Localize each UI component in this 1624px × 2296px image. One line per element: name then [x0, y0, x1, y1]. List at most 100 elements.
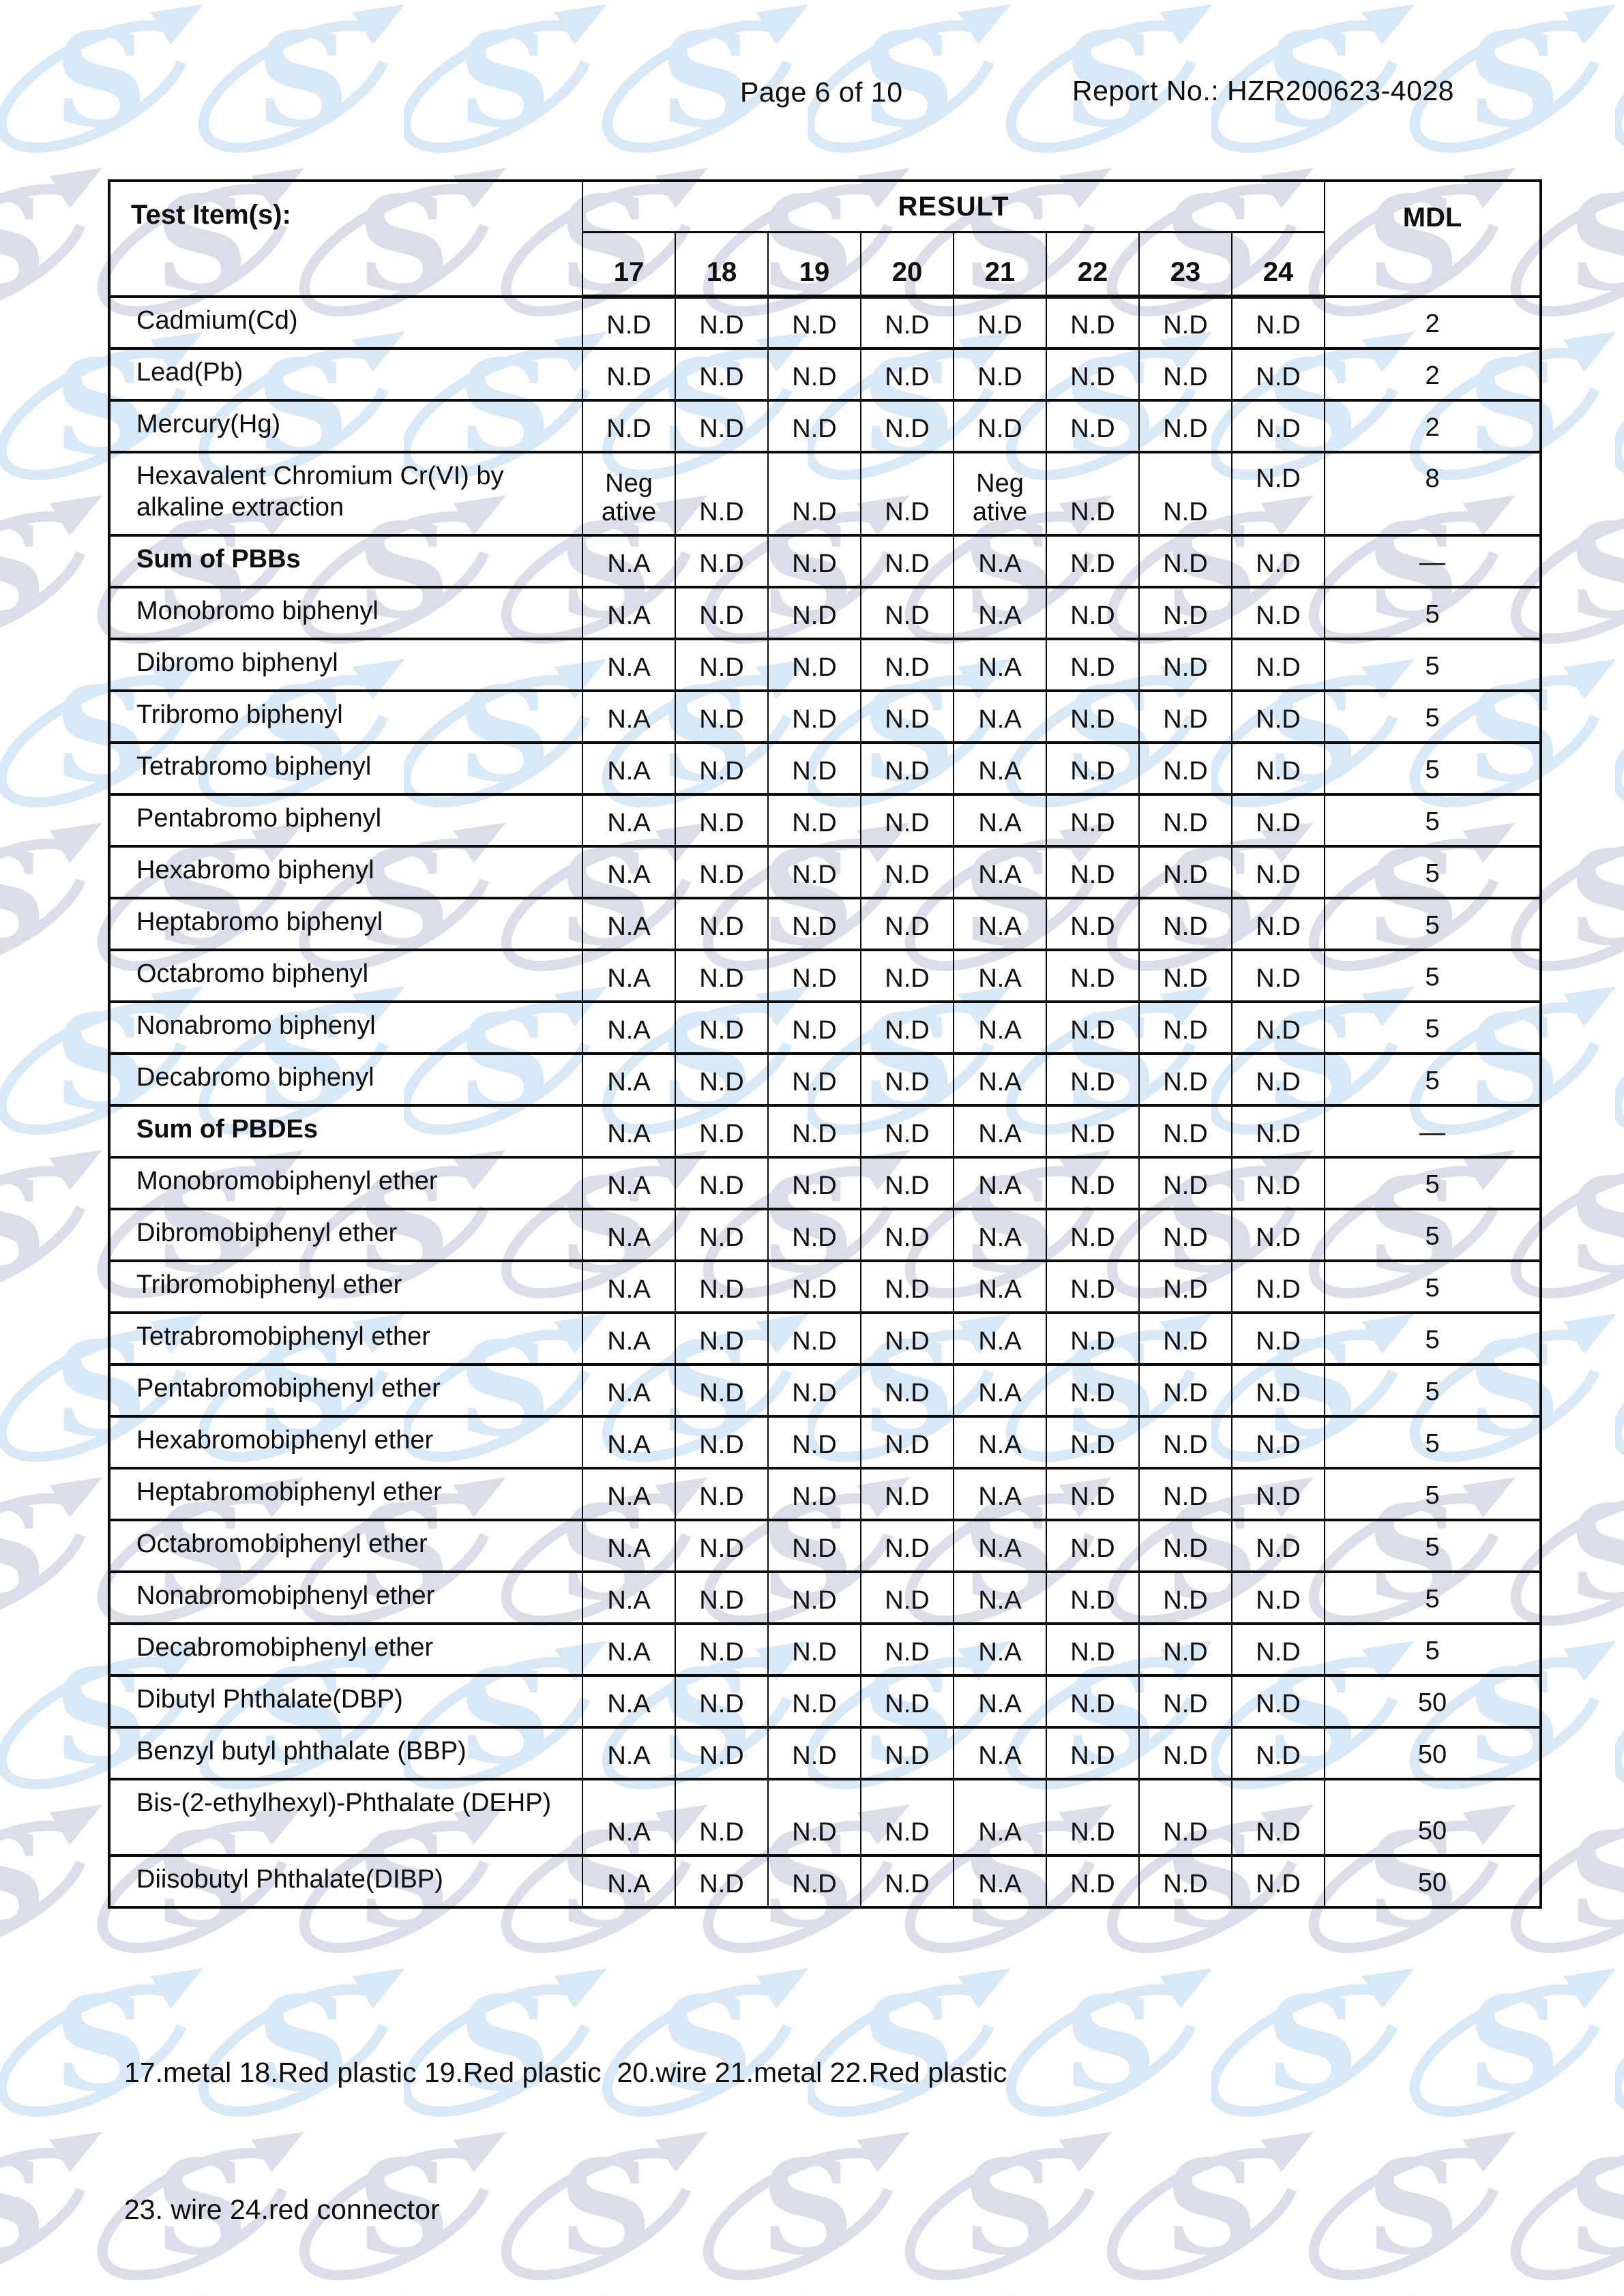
test-item-label: Decabromo biphenyl	[108, 1052, 583, 1107]
result-cell: N.A	[582, 1208, 676, 1262]
result-cell: N.D	[675, 1208, 769, 1262]
test-item-label: Octabromo biphenyl	[108, 949, 583, 1003]
result-cell: N.D	[1138, 451, 1232, 537]
result-cell: N.D	[675, 1363, 769, 1418]
test-item-label: Dibromobiphenyl ether	[108, 1208, 583, 1262]
result-cell: N.D	[1138, 1000, 1232, 1055]
result-cell: N.D	[675, 1156, 769, 1210]
result-cell: N.D	[1138, 1311, 1232, 1366]
result-cell: N.A	[582, 1467, 676, 1521]
table-row: Hexabromo biphenyl N.A N.D N.D N.D N.A N.D N.D N…	[108, 845, 1542, 899]
test-item-label: Nonabromobiphenyl ether	[108, 1570, 583, 1625]
result-cell: N.D	[767, 741, 861, 796]
result-cell: N.D	[1230, 1156, 1326, 1210]
table-row: Pentabromobiphenyl ether N.A N.D N.D N.D N.A N…	[108, 1363, 1542, 1418]
mdl-cell: 8	[1324, 451, 1542, 537]
result-cell: N.D	[767, 1622, 861, 1677]
result-cell: Neg ative	[953, 451, 1047, 537]
sample-id-22: 22	[1046, 231, 1140, 299]
result-cell: N.D	[1138, 1570, 1232, 1625]
test-item-label: Monobromobiphenyl ether	[108, 1156, 583, 1210]
test-item-label: Hexavalent Chromium Cr(VI) by alkaline e…	[108, 451, 583, 537]
test-item-label: Hexabromobiphenyl ether	[108, 1415, 583, 1470]
result-cell: N.A	[582, 1156, 676, 1210]
result-cell: N.D	[860, 741, 954, 796]
result-cell: N.A	[582, 845, 676, 899]
result-cell: N.D	[1230, 1000, 1326, 1055]
result-cell: N.D	[1046, 1311, 1140, 1366]
result-cell: N.D	[860, 1415, 954, 1470]
result-cell: N.D	[767, 1570, 861, 1625]
result-cell: N.D	[1230, 1259, 1326, 1314]
result-cell: N.A	[582, 1363, 676, 1418]
sample-description-line-2: 23. wire 24.red connector	[124, 2194, 440, 2225]
result-cell: N.D	[860, 1208, 954, 1262]
result-cell: N.D	[1046, 1778, 1140, 1857]
result-cell: N.D	[582, 347, 676, 402]
mdl-cell: 5	[1324, 1052, 1542, 1107]
result-cell: N.D	[767, 586, 861, 640]
result-cell: N.D	[675, 534, 769, 588]
result-cell: N.D	[675, 741, 769, 796]
result-cell: N.D	[1138, 1854, 1232, 1909]
result-cell: N.D	[860, 451, 954, 537]
result-cell: N.A	[582, 586, 676, 640]
result-cell: N.D	[1138, 1156, 1232, 1210]
result-cell: N.A	[953, 1415, 1047, 1470]
table-row: Nonabromobiphenyl ether N.A N.D N.D N.D N.A N.…	[108, 1570, 1542, 1625]
result-cell: N.A	[953, 1363, 1047, 1418]
result-cell: N.D	[1138, 1622, 1232, 1677]
result-cell: N.D	[860, 1467, 954, 1521]
table-row: Sum of PBDEs N.A N.D N.D N.D N.A N.D N.D N.D —	[108, 1104, 1542, 1159]
mdl-cell: 5	[1324, 1259, 1542, 1314]
result-cell: N.D	[1046, 741, 1140, 796]
result-cell: N.D	[1138, 1674, 1232, 1729]
result-cell: N.D	[1046, 347, 1140, 402]
result-cell: N.D	[1230, 1726, 1326, 1780]
result-cell: N.D	[1046, 1415, 1140, 1470]
result-cell: N.A	[953, 1052, 1047, 1107]
result-cell: N.A	[953, 1156, 1047, 1210]
mdl-cell: 5	[1324, 1415, 1542, 1470]
result-cell: N.D	[675, 347, 769, 402]
mdl-cell: —	[1324, 534, 1542, 588]
test-item-label: Cadmium(Cd)	[108, 295, 583, 350]
mdl-cell: 5	[1324, 897, 1542, 951]
mdl-header: MDL	[1324, 180, 1542, 297]
test-item-label: Octabromobiphenyl ether	[108, 1519, 583, 1573]
table-row: Tribromobiphenyl ether N.A N.D N.D N.D N.A N.D…	[108, 1259, 1542, 1314]
test-item-label: Monobromo biphenyl	[108, 586, 583, 640]
result-cell: N.D	[675, 1259, 769, 1314]
result-cell: N.D	[1230, 689, 1326, 744]
result-cell: N.D	[860, 1519, 954, 1573]
result-cell: N.D	[582, 399, 676, 453]
result-cell: N.D	[860, 1674, 954, 1729]
result-cell: N.D	[767, 451, 861, 537]
result-cell: N.A	[953, 638, 1047, 692]
result-cell: N.D	[675, 689, 769, 744]
mdl-cell: 5	[1324, 638, 1542, 692]
result-cell: N.D	[675, 1674, 769, 1729]
result-cell: N.D	[860, 1854, 954, 1909]
result-cell: N.D	[675, 399, 769, 453]
table-row: Heptabromobiphenyl ether N.A N.D N.D N.D N.A N…	[108, 1467, 1542, 1521]
sample-id-17: 17	[582, 231, 676, 299]
result-cell: N.D	[1230, 1104, 1326, 1159]
table-row: Tetrabromo biphenyl N.A N.D N.D N.D N.A N.D N.D…	[108, 741, 1542, 796]
result-cell: N.D	[953, 399, 1047, 453]
result-cell: N.A	[953, 1104, 1047, 1159]
result-cell: N.A	[582, 1622, 676, 1677]
result-cell: N.D	[767, 1726, 861, 1780]
result-cell: N.D	[1138, 586, 1232, 640]
result-cell: N.D	[767, 1000, 861, 1055]
result-cell: N.D	[1138, 689, 1232, 744]
result-cell: N.D	[860, 1311, 954, 1366]
result-cell: N.A	[953, 586, 1047, 640]
result-cell: N.D	[1046, 1363, 1140, 1418]
result-cell: N.D	[767, 1311, 861, 1366]
result-cell: N.D	[1046, 897, 1140, 951]
table-row: Cadmium(Cd) N.D N.D N.D N.D N.D N.D N.D N.D 2	[108, 295, 1542, 350]
test-item-label: Sum of PBBs	[108, 534, 583, 588]
result-cell: N.D	[767, 1208, 861, 1262]
